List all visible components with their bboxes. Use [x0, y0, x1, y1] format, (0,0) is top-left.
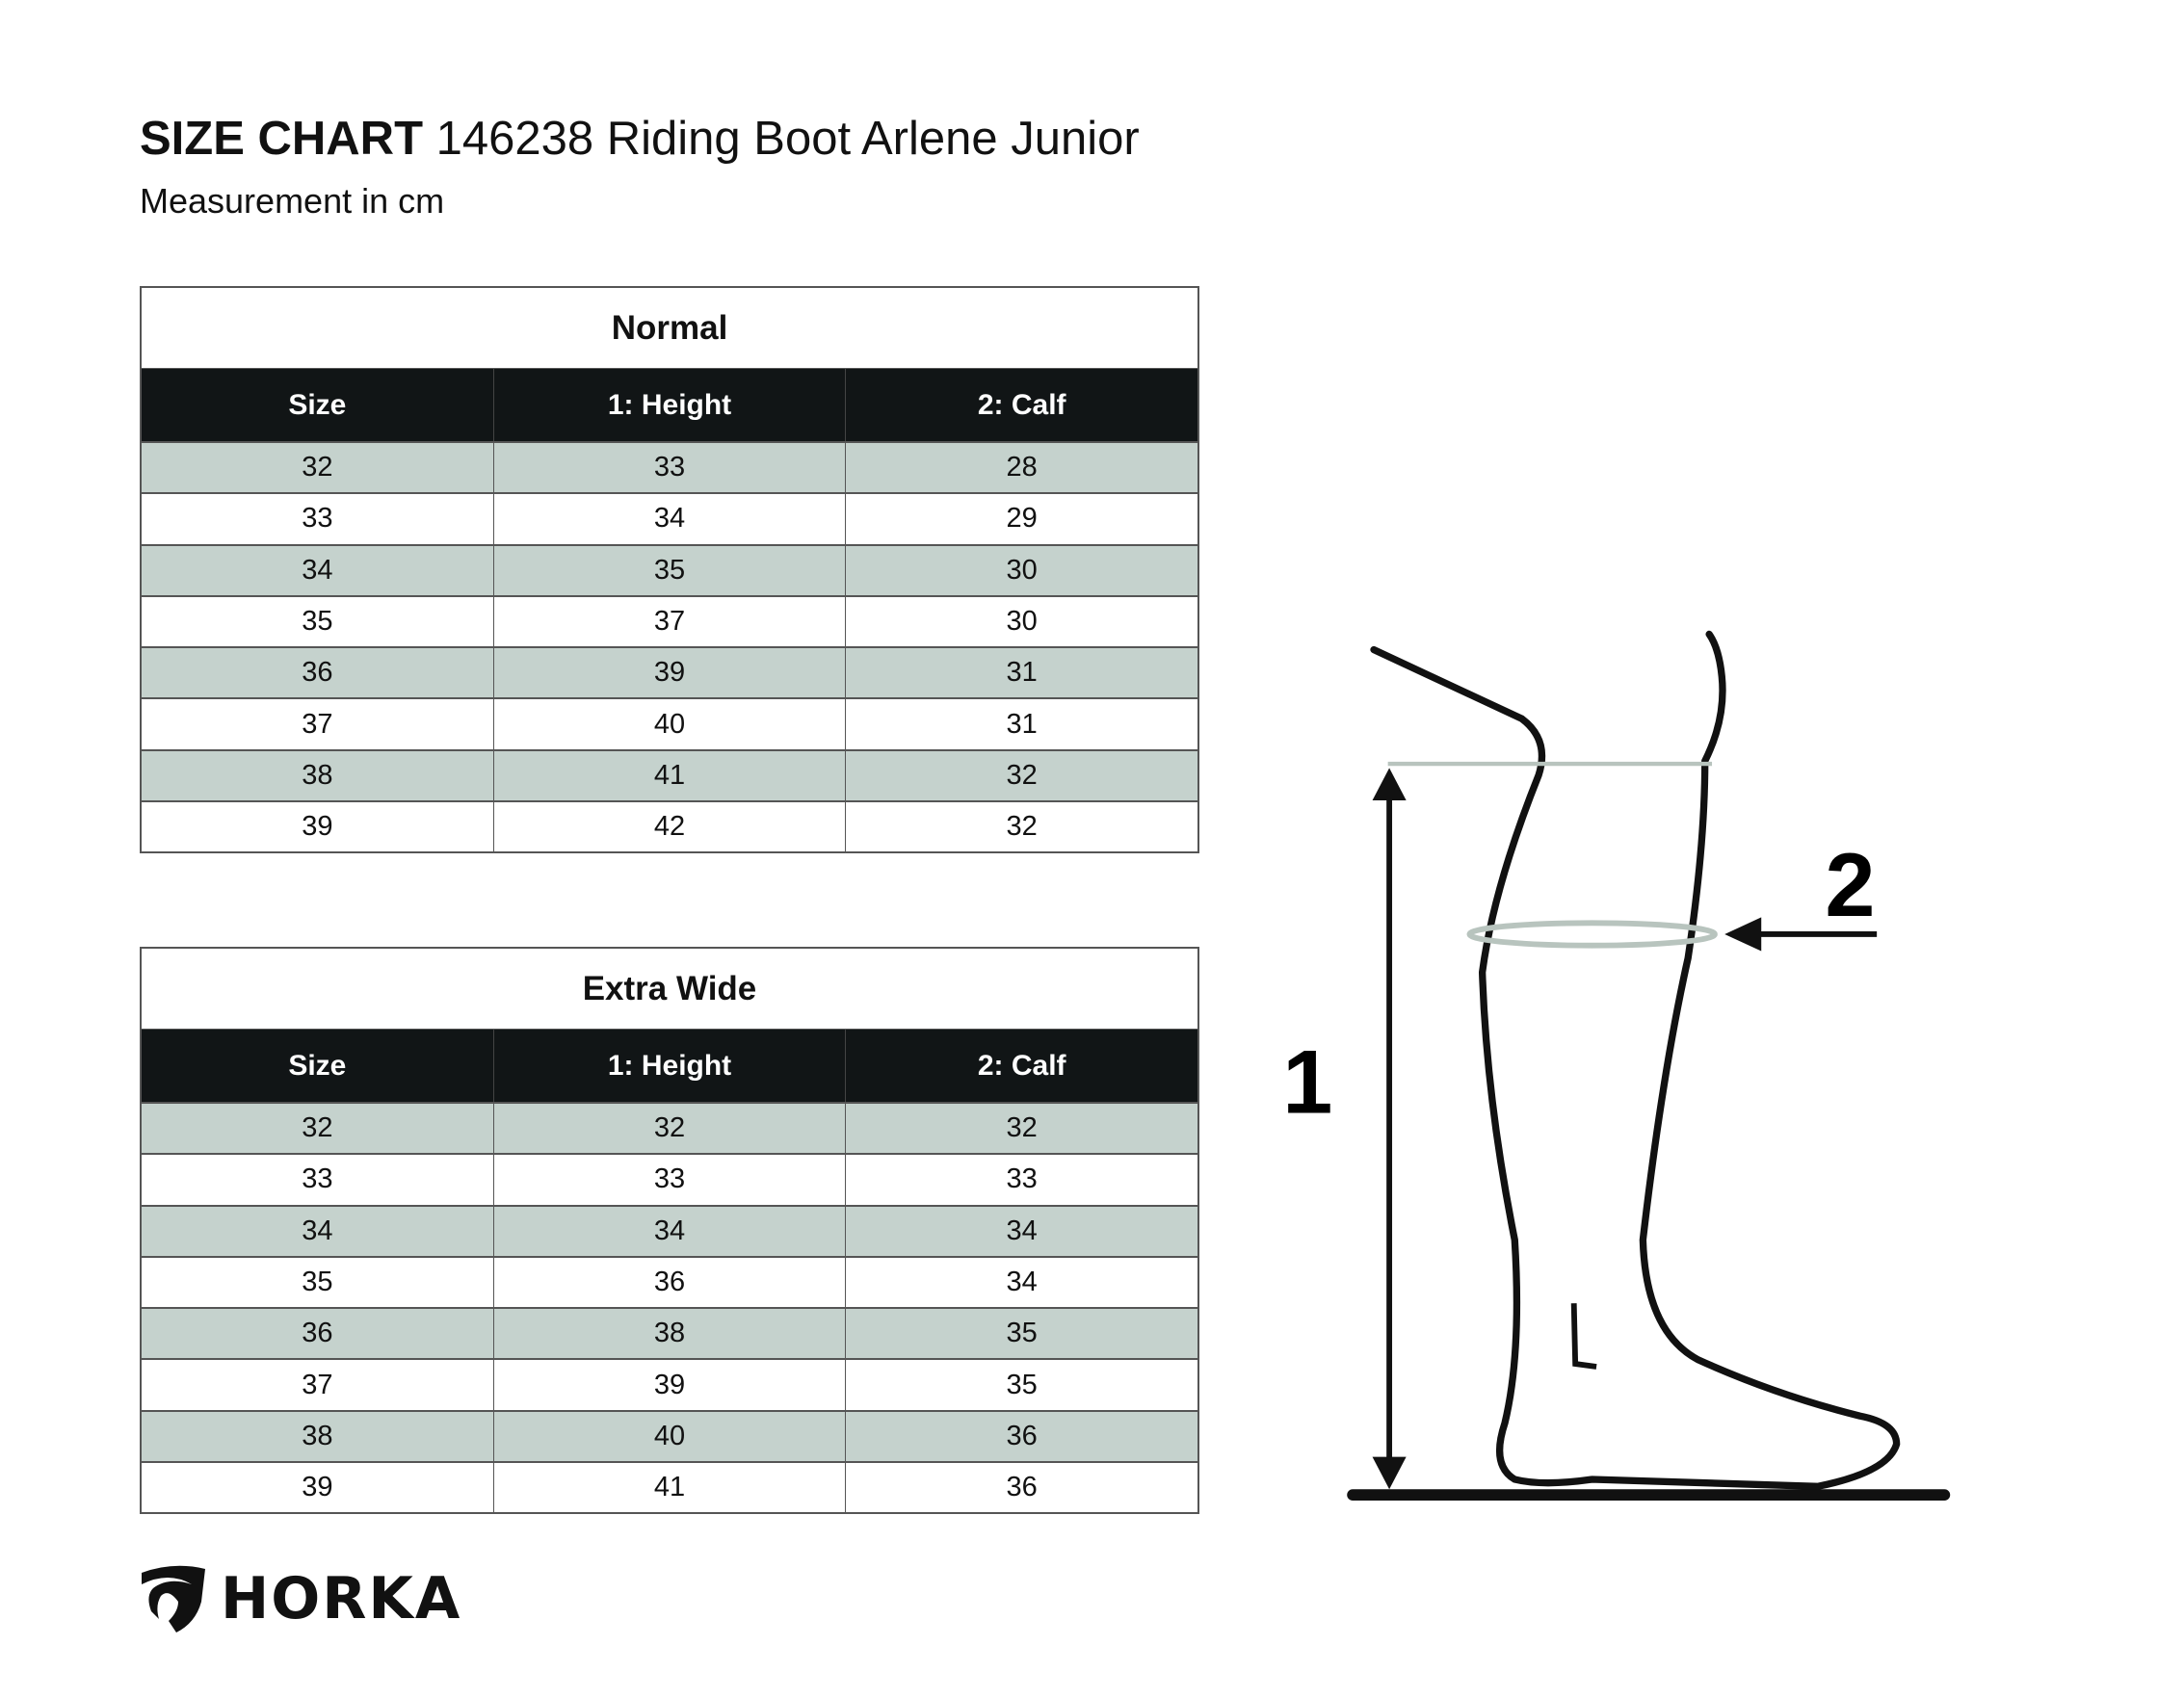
table-cell: 41: [494, 750, 847, 801]
table-cell: 32: [1006, 759, 1038, 791]
table-row: 32 33 28: [142, 441, 1197, 493]
table-cell: 32: [142, 443, 494, 493]
table-cell: 38: [142, 1411, 494, 1462]
table-cell: 34: [494, 1206, 847, 1256]
table-title: Normal: [142, 288, 1197, 369]
table-cell: 35: [142, 1257, 494, 1308]
size-table-extra-wide: Extra Wide Size 1: Height 2: Calf 32 32 32 33 33…: [140, 947, 1199, 1515]
table-cell: 36: [1006, 1472, 1038, 1503]
table-row: 32 32 32: [142, 1102, 1197, 1154]
table-row: 37 39 35: [142, 1358, 1197, 1410]
title-bold: SIZE CHART: [140, 113, 423, 165]
table-cell: 34: [142, 545, 494, 595]
logo-wordmark: HORKA: [221, 1565, 462, 1633]
table-cell: 32: [494, 1104, 847, 1154]
table-cell: 37: [142, 699, 494, 749]
table-cell: 38: [494, 1309, 847, 1359]
table-row: 38 40 36: [142, 1409, 1197, 1462]
arrow-down-icon: [1372, 1456, 1407, 1490]
table-row: 35 37 30: [142, 594, 1197, 647]
column-header: 1: Height: [494, 1030, 847, 1102]
arrow-up-icon: [1372, 768, 1407, 801]
table-title: Extra Wide: [142, 949, 1197, 1030]
table-cell: 36: [1006, 1420, 1038, 1451]
column-header: 1: Height: [494, 369, 847, 441]
table-cell: 39: [494, 1360, 847, 1410]
table-cell: 29: [1006, 503, 1038, 535]
table-cell: 33: [494, 443, 847, 493]
page-title: SIZE CHART 146238 Riding Boot Arlene Jun…: [140, 112, 1140, 166]
table-cell: 36: [494, 1257, 847, 1308]
label-calf: 2: [1825, 834, 1875, 935]
table-cell: 34: [142, 1206, 494, 1256]
table-header-row: Size 1: Height 2: Calf: [142, 1030, 1197, 1102]
table-cell: 34: [494, 494, 847, 544]
table-cell: 31: [1006, 708, 1038, 740]
table-cell: 32: [1006, 1112, 1038, 1144]
arrow-left-icon: [1724, 917, 1762, 952]
table-cell: 39: [494, 648, 847, 698]
table-cell: 40: [494, 699, 847, 749]
table-cell: 39: [142, 802, 494, 852]
table-row: 34 35 30: [142, 543, 1197, 595]
table-cell: 33: [1006, 1163, 1038, 1195]
table-row: 39 41 36: [142, 1461, 1197, 1513]
table-header-row: Size 1: Height 2: Calf: [142, 369, 1197, 441]
table-cell: 33: [142, 494, 494, 544]
horse-head-shield-icon: [142, 1565, 205, 1633]
table-cell: 39: [142, 1463, 494, 1513]
table-cell: 30: [1006, 606, 1038, 638]
boot-outline: [1370, 630, 1901, 1490]
table-cell: 32: [142, 1104, 494, 1154]
table-row: 33 34 29: [142, 492, 1197, 544]
table-cell: 42: [494, 802, 847, 852]
table-cell: 37: [142, 1360, 494, 1410]
table-row: 37 40 31: [142, 697, 1197, 749]
table-cell: 33: [142, 1155, 494, 1205]
table-row: 38 41 32: [142, 748, 1197, 801]
table-cell: 40: [494, 1411, 847, 1462]
table-cell: 35: [142, 596, 494, 647]
column-header: 2: Calf: [977, 1049, 1066, 1082]
table-cell: 30: [1006, 554, 1038, 586]
table-cell: 31: [1006, 657, 1038, 689]
boot-detail-stroke: [1570, 1303, 1597, 1370]
table-row: 36 38 35: [142, 1307, 1197, 1359]
horka-logo: HORKA: [140, 1563, 461, 1634]
table-cell: 35: [1006, 1369, 1038, 1400]
table-row: 36 39 31: [142, 646, 1197, 698]
table-cell: 37: [494, 596, 847, 647]
table-row: 35 36 34: [142, 1255, 1197, 1308]
page-subtitle: Measurement in cm: [140, 181, 445, 221]
size-table-normal: Normal Size 1: Height 2: Calf 32 33 28 33 34 29 34…: [140, 286, 1199, 854]
table-row: 34 34 34: [142, 1204, 1197, 1256]
table-row: 33 33 33: [142, 1153, 1197, 1205]
table-cell: 32: [1006, 811, 1038, 843]
table-cell: 28: [1006, 452, 1038, 483]
title-product: 146238 Riding Boot Arlene Junior: [435, 113, 1140, 165]
table-cell: 35: [494, 545, 847, 595]
table-row: 39 42 32: [142, 800, 1197, 852]
table-cell: 36: [142, 648, 494, 698]
calf-circumference-ellipse: [1466, 920, 1718, 949]
column-header: Size: [142, 369, 494, 441]
table-cell: 41: [494, 1463, 847, 1513]
column-header: Size: [142, 1030, 494, 1102]
column-header: 2: Calf: [977, 388, 1066, 421]
table-cell: 33: [494, 1155, 847, 1205]
table-cell: 36: [142, 1309, 494, 1359]
label-height: 1: [1282, 1032, 1332, 1133]
table-cell: 35: [1006, 1318, 1038, 1349]
table-cell: 34: [1006, 1267, 1038, 1298]
table-cell: 38: [142, 750, 494, 801]
table-cell: 34: [1006, 1215, 1038, 1246]
